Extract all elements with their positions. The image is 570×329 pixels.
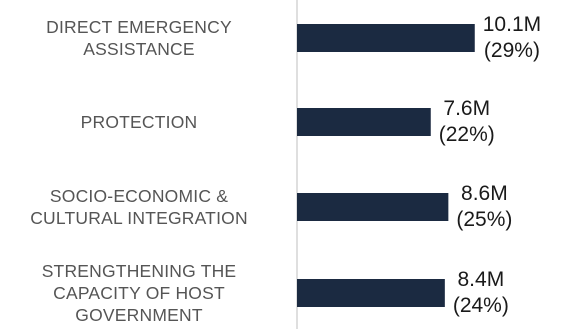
category-label-line: ASSISTANCE <box>83 39 195 59</box>
category-label-2: PROTECTION <box>0 111 278 133</box>
data-label-1: 10.1M (29%) <box>483 12 541 64</box>
bar-1 <box>297 24 475 52</box>
data-label-3: 8.6M (25%) <box>456 181 512 233</box>
percent-label: (24%) <box>452 294 509 317</box>
data-label-4: 8.4M (24%) <box>453 267 509 319</box>
data-label-2: 7.6M (22%) <box>439 96 495 148</box>
category-label-1: DIRECT EMERGENCY ASSISTANCE <box>0 16 278 60</box>
category-label-3: SOCIO-ECONOMIC & CULTURAL INTEGRATION <box>0 185 278 229</box>
category-label-line: GOVERNMENT <box>75 305 203 325</box>
bars-group <box>297 24 475 307</box>
percent-label: (25%) <box>456 208 513 231</box>
value-label: 8.6M <box>461 182 508 205</box>
category-label-line: STRENGTHENING THE <box>41 261 237 281</box>
value-label: 7.6M <box>443 97 491 120</box>
bar-3 <box>297 193 449 221</box>
value-label: 8.4M <box>457 268 505 291</box>
category-label-4: STRENGTHENING THE CAPACITY OF HOST GOVERNM… <box>0 260 278 326</box>
bar-4 <box>297 279 445 307</box>
category-label-line: PROTECTION <box>80 112 198 132</box>
category-label-line: CULTURAL INTEGRATION <box>30 208 248 228</box>
category-label-line: SOCIO-ECONOMIC & <box>49 186 229 206</box>
value-label: 10.1M <box>482 13 542 36</box>
bar-2 <box>297 108 431 136</box>
category-label-line: DIRECT EMERGENCY <box>46 17 232 37</box>
percent-label: (29%) <box>483 39 540 62</box>
category-label-line: CAPACITY OF HOST <box>53 283 225 303</box>
percent-label: (22%) <box>438 123 495 146</box>
